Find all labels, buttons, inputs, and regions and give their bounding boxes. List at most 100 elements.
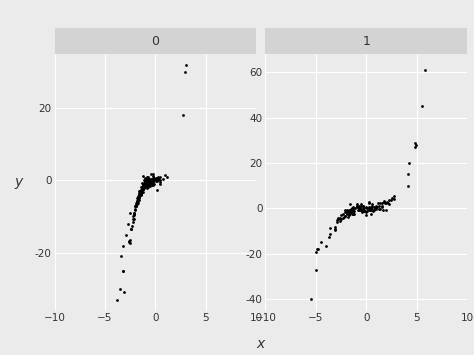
Point <box>356 206 363 211</box>
Point <box>390 196 398 202</box>
Point <box>144 183 152 189</box>
Point <box>366 206 374 212</box>
Point <box>369 208 376 214</box>
Point <box>343 211 350 217</box>
Point <box>365 207 373 213</box>
Point <box>381 198 388 204</box>
Point <box>142 176 150 182</box>
Point <box>132 202 139 208</box>
Point <box>145 179 153 185</box>
Point <box>337 212 345 217</box>
Point <box>313 246 320 252</box>
Point <box>138 184 146 190</box>
Point <box>139 187 146 192</box>
Point <box>146 181 154 187</box>
Point <box>331 224 338 230</box>
Point <box>137 187 145 193</box>
Point <box>153 176 161 182</box>
Point <box>151 175 158 181</box>
Point <box>143 180 151 185</box>
Point <box>349 209 357 215</box>
Point <box>360 208 368 214</box>
Point <box>349 206 357 212</box>
Point <box>350 212 358 217</box>
Point <box>354 207 362 213</box>
Point <box>360 203 367 209</box>
Point <box>141 179 149 184</box>
Point <box>144 181 152 187</box>
Point <box>139 183 147 189</box>
Point <box>137 189 145 195</box>
Point <box>156 180 164 185</box>
Point <box>138 185 146 191</box>
Point <box>345 208 352 214</box>
Point <box>346 208 353 213</box>
Point <box>130 216 137 222</box>
Point <box>348 205 356 211</box>
Point <box>137 188 144 193</box>
Point <box>142 179 150 185</box>
Point <box>375 207 383 212</box>
Point <box>365 206 373 211</box>
Point <box>389 196 396 201</box>
Point <box>144 181 152 187</box>
Point <box>136 191 144 196</box>
Point <box>372 206 379 212</box>
Point <box>133 195 141 201</box>
Point <box>139 182 147 188</box>
Point <box>148 180 155 186</box>
Point <box>130 212 137 218</box>
Point <box>363 205 371 211</box>
Point <box>129 217 137 222</box>
Point <box>368 201 375 207</box>
Point <box>148 179 155 184</box>
Point <box>356 205 363 211</box>
Point <box>126 240 133 245</box>
Point <box>385 198 392 203</box>
Point <box>147 178 155 184</box>
Point <box>146 178 154 184</box>
Point <box>133 202 141 207</box>
Point <box>145 176 153 182</box>
Point <box>346 209 353 215</box>
Point <box>366 208 374 213</box>
Point <box>140 186 147 192</box>
Point <box>131 203 139 209</box>
Point <box>135 195 143 200</box>
Point <box>133 198 140 204</box>
Point <box>146 180 154 186</box>
Point <box>356 207 363 213</box>
Point <box>359 206 367 212</box>
Point <box>355 207 363 213</box>
Point <box>353 204 361 209</box>
Point <box>391 193 398 199</box>
Point <box>347 206 355 212</box>
Point <box>418 103 425 109</box>
Point <box>156 181 164 187</box>
Point <box>362 212 370 218</box>
Point <box>349 204 356 210</box>
Point <box>131 211 138 217</box>
Point <box>412 142 419 148</box>
Point <box>384 201 392 206</box>
Point <box>154 175 161 181</box>
Point <box>137 187 145 192</box>
Point <box>135 190 142 195</box>
Point <box>144 179 151 185</box>
Point <box>131 207 138 213</box>
Point <box>387 197 395 203</box>
Point <box>339 212 347 217</box>
Point <box>368 207 375 212</box>
Point <box>341 209 348 215</box>
Point <box>351 208 358 214</box>
Point <box>358 203 365 209</box>
Point <box>137 191 145 197</box>
Point <box>367 206 374 211</box>
Point <box>149 180 157 185</box>
Point <box>139 184 147 190</box>
Point <box>144 181 152 187</box>
Point <box>381 201 388 206</box>
Point <box>149 173 156 179</box>
Point <box>128 223 136 229</box>
Point <box>361 208 368 214</box>
